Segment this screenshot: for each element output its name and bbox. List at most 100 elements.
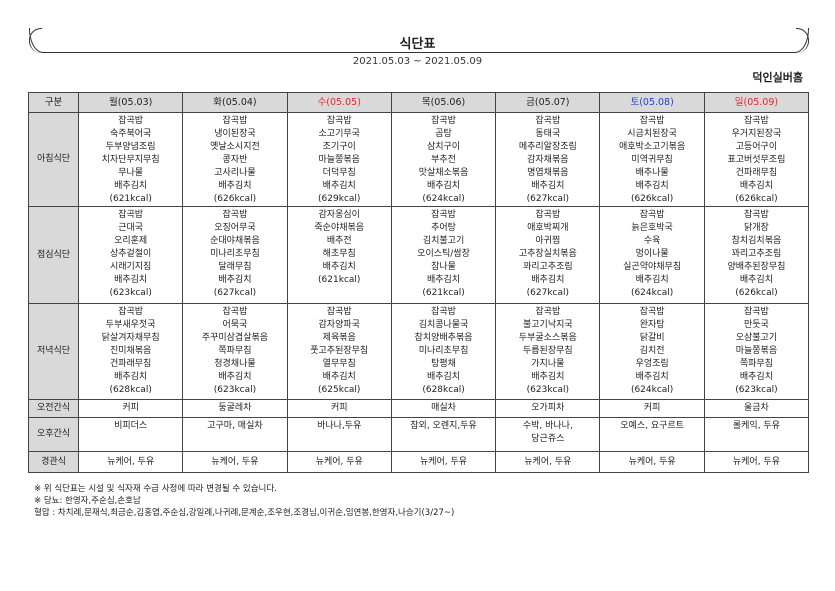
menu-item: 옛날소시지전 <box>210 142 260 152</box>
menu-item: 잡곡밥 <box>118 210 144 220</box>
menu-cell: 비피더스 <box>77 417 184 452</box>
menu-item: 뉴케어, 두유 <box>628 456 676 467</box>
menu-cell: 잡곡밥 곰탕 삼치구이 부추전 맛살채소볶음 배추김치 (624kcal) <box>390 112 497 207</box>
menu-cell: 감자옹심이 죽순야채볶음 배추전 해초무침 배추김치 (621kcal) <box>286 206 392 304</box>
menu-item: 청경채나물 <box>214 359 256 369</box>
menu-item: 두부굴소스볶음 <box>518 333 577 343</box>
menu-cell: 잡곡밥 감자양파국 제육볶음 풋고추된장무침 열무무침 배추김치 (625kcal) <box>286 303 392 400</box>
menu-item: 제육볶음 <box>322 333 356 343</box>
menu-cell: 커피 <box>599 399 705 418</box>
menu-cell: 수박, 바나나, 당근쥬스 <box>495 417 601 452</box>
menu-item: 바나나,두유 <box>317 421 362 431</box>
menu-item: 배추김치 <box>739 275 773 285</box>
menu-item: (624kcal) <box>630 385 674 395</box>
menu-item: (629kcal) <box>318 194 361 204</box>
menu-item: 배추김치 <box>322 262 356 272</box>
menu-item: (628kcal) <box>109 385 152 395</box>
note-diabetes: ※ 당뇨: 한영자,주순심,손호남 <box>34 496 141 506</box>
menu-item: 잡곡밥 <box>118 307 144 317</box>
menu-item: 잡곡밥 <box>744 307 769 317</box>
menu-item: 감자채볶음 <box>527 155 569 165</box>
menu-item: 곰탕 <box>435 129 452 139</box>
menu-item: 배추김치 <box>218 372 252 382</box>
menu-item: 애호박찌개 <box>527 223 569 233</box>
menu-item: 아귀찜 <box>535 236 561 246</box>
meal-row: 아침식단 잡곡밥 숙주북어국 두부양념조림 치자단무지무침 무나물 배추김치 (621kcal… <box>28 112 810 207</box>
menu-item: 감자양파국 <box>318 320 360 330</box>
menu-item: 잡곡밥 <box>535 307 561 317</box>
menu-cell: 매실차 <box>390 399 497 418</box>
menu-item: 김치전 <box>639 346 665 356</box>
menu-item: 맛살채소볶음 <box>418 168 469 178</box>
day-header: 토(05.08) <box>599 92 705 113</box>
menu-item: 고사리나물 <box>214 168 256 178</box>
menu-item: 우엉조림 <box>635 359 669 369</box>
menu-item: 명엽채볶음 <box>527 168 569 178</box>
menu-cell: 뉴케어, 두유 <box>495 451 601 473</box>
menu-item: 어묵국 <box>222 320 248 330</box>
menu-item: 잡곡밥 <box>222 116 248 126</box>
menu-cell: 잡곡밥 완자탕 닭갈비 김치전 우엉조림 배추김치 (624kcal) <box>599 303 705 400</box>
menu-item: (627kcal) <box>526 288 570 298</box>
menu-item: 배추전 <box>326 236 352 246</box>
menu-item: (624kcal) <box>630 288 674 298</box>
row-label: 아침식단 <box>28 112 79 207</box>
menu-item: 오이스틱/쌈장 <box>417 249 470 259</box>
menu-item: 순대야채볶음 <box>210 236 260 246</box>
menu-item: 오예스, 요구르트 <box>620 421 684 431</box>
menu-item: 잡곡밥 <box>639 307 665 317</box>
menu-item: 주꾸미삼겹살볶음 <box>201 333 269 343</box>
menu-cell: 뉴케어, 두유 <box>599 451 705 473</box>
meal-row: 저녁식단 잡곡밥 두부새우젓국 닭살겨자채무침 진미채볶음 건파래무침 배추김치 (628kc… <box>28 303 810 400</box>
menu-cell: 잡곡밥 닭개장 참치김치볶음 꽈리고추조림 양배추된장무침 배추김치 (626kcal) <box>703 206 810 304</box>
menu-item: 삼치구이 <box>426 142 461 152</box>
menu-item: 배추김치 <box>322 372 356 382</box>
menu-cell: 울금차 <box>703 399 810 418</box>
row-label: 저녁식단 <box>28 303 79 400</box>
menu-item: (626kcal) <box>213 194 257 204</box>
menu-item: 소고기무국 <box>318 129 360 139</box>
menu-item: 배추김치 <box>635 181 669 191</box>
menu-item: 잡곡밥 <box>639 116 665 126</box>
menu-cell: 잡곡밥 숙주북어국 두부양념조림 치자단무지무침 무나물 배추김치 (621kcal) <box>77 112 184 207</box>
menu-cell: 잡곡밥 김치콩나물국 참치양배추볶음 미나리초무침 탕평채 배추김치 (628kcal) <box>390 303 497 400</box>
menu-item: 열무무침 <box>322 359 356 369</box>
menu-item: (621kcal) <box>422 288 465 298</box>
menu-item: 건파래무침 <box>735 168 778 178</box>
menu-cell: 잡곡밥 애호박찌개 아귀찜 고추장실치볶음 꽈리고추조림 배추김치 (627kcal) <box>495 206 601 304</box>
menu-item: 배추김치 <box>739 372 773 382</box>
menu-item: (627kcal) <box>526 194 570 204</box>
note-blood-pressure: 혈압 : 차치례,문재식,최금순,김홍엽,주순심,강일례,나귀례,문계순,조우현… <box>34 508 455 518</box>
menu-item: 배추김치 <box>531 181 565 191</box>
menu-item: 배추김치 <box>426 372 461 382</box>
row-label: 오전간식 <box>28 399 79 418</box>
menu-cell: 참외, 오렌지,두유 <box>390 417 497 452</box>
menu-item: 닭개장 <box>744 223 769 233</box>
menu-item: 잡곡밥 <box>326 307 352 317</box>
menu-cell: 뉴케어, 두유 <box>286 451 392 473</box>
menu-item: 풋고추된장무침 <box>310 346 369 356</box>
day-header: 목(05.06) <box>390 92 497 113</box>
menu-item: 고추장실치볶음 <box>518 249 577 259</box>
menu-item: 늙은호박국 <box>631 223 673 233</box>
menu-item: 동태국 <box>535 129 561 139</box>
menu-item: 달래무침 <box>218 262 252 272</box>
menu-item: 시금치된장국 <box>627 129 677 139</box>
menu-item: 잡곡밥 <box>639 210 665 220</box>
menu-item: 잡곡밥 <box>535 116 561 126</box>
menu-cell: 커피 <box>77 399 184 418</box>
menu-item: (623kcal) <box>526 385 570 395</box>
menu-item: 실곤약야채무침 <box>623 262 682 272</box>
meal-row: 오후간식 비피더스 고구마, 매실차 바나나,두유 참외, 오렌지,두유 수박, 바나나,… <box>28 417 810 452</box>
meal-row: 점심식단 잡곡밥 근대국 오리훈제 상추겉절이 시래기지짐 배추김치 (623kcal) 잡곡밥… <box>28 206 810 304</box>
menu-item: 마늘쫑볶음 <box>318 155 360 165</box>
menu-item: 커피 <box>643 403 661 413</box>
menu-item: 오징어무국 <box>214 223 256 233</box>
meal-row: 오전간식 커피 둥굴레차 커피 매실차 오가피차 커피 울금차 <box>28 399 810 418</box>
menu-item: 둥굴레차 <box>218 403 252 413</box>
menu-cell: 잡곡밥 동태국 메추리알장조림 감자채볶음 명엽채볶음 배추김치 (627kcal) <box>495 112 601 207</box>
menu-cell: 오가피차 <box>495 399 601 418</box>
menu-item: 불고기낙지국 <box>522 320 573 330</box>
menu-item: 두부양념조림 <box>105 142 156 152</box>
menu-cell: 뉴케어, 두유 <box>703 451 810 473</box>
